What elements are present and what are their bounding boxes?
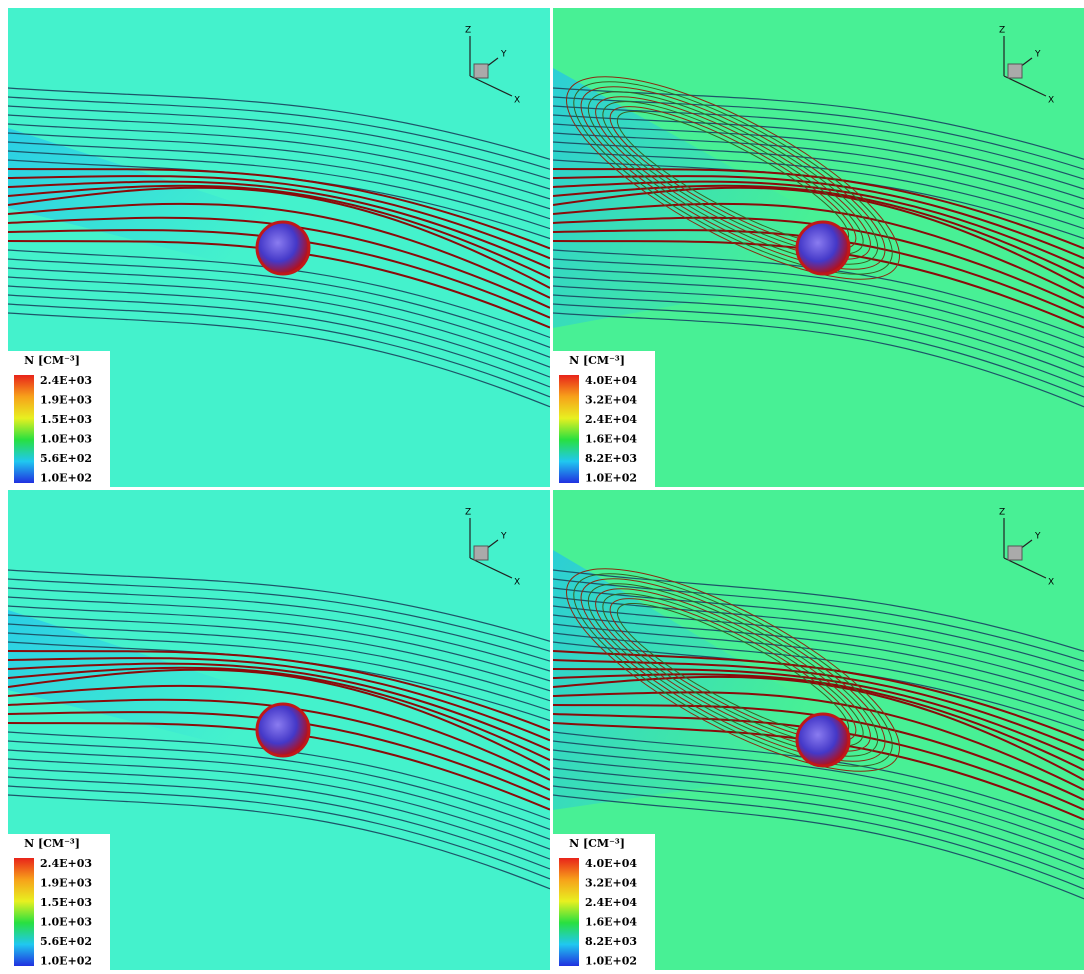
planet <box>797 714 849 766</box>
panel: Z Y X N [CM⁻³] 2.4E+03 1.9E+03 1.5E+03 1.0E+03 5… <box>8 8 550 487</box>
figure: Z Y X N [CM⁻³] 2.4E+03 1.9E+03 1.5E+03 1.0E+03 5… <box>0 0 1084 974</box>
legend-label: 1.9E+03 <box>40 394 92 407</box>
axis-z: Z <box>999 508 1005 518</box>
colorbar <box>559 375 579 483</box>
legend-label: 1.0E+03 <box>40 433 92 446</box>
panel: Z Y X N [CM⁻³] 4.0E+04 3.2E+04 2.4E+04 1.6E+04 8… <box>542 490 1084 970</box>
legend-label: 1.0E+02 <box>40 955 92 968</box>
triad-cube <box>474 546 488 560</box>
axis-y: Y <box>1034 532 1041 542</box>
legend-label: 2.4E+04 <box>585 413 637 426</box>
legend-label: 8.2E+03 <box>585 452 637 465</box>
planet <box>797 222 849 274</box>
triad-cube <box>474 64 488 78</box>
planet <box>257 222 309 274</box>
legend-label: 3.2E+04 <box>585 877 637 890</box>
axis-z: Z <box>465 26 471 36</box>
legend-label: 1.6E+04 <box>585 916 637 929</box>
axis-y: Y <box>500 532 507 542</box>
axis-y: Y <box>1034 50 1041 60</box>
colorbar <box>559 858 579 966</box>
legend-title: N [CM⁻³] <box>24 837 80 850</box>
colorbar <box>14 858 34 966</box>
legend-label: 5.6E+02 <box>40 452 92 465</box>
colorbar <box>14 375 34 483</box>
legend-label: 1.6E+04 <box>585 433 637 446</box>
legend-label: 1.0E+02 <box>585 472 637 485</box>
triad-cube <box>1008 64 1022 78</box>
legend-label: 3.2E+04 <box>585 394 637 407</box>
triad-cube <box>1008 546 1022 560</box>
legend-label: 1.5E+03 <box>40 896 92 909</box>
legend-title: N [CM⁻³] <box>569 837 625 850</box>
axis-z: Z <box>465 508 471 518</box>
legend-label: 2.4E+03 <box>40 374 92 387</box>
axis-z: Z <box>999 26 1005 36</box>
axis-x: X <box>514 96 520 106</box>
axis-x: X <box>1048 96 1054 106</box>
legend-label: 4.0E+04 <box>585 374 637 387</box>
legend-label: 1.0E+02 <box>40 472 92 485</box>
legend-label: 4.0E+04 <box>585 857 637 870</box>
legend-label: 2.4E+03 <box>40 857 92 870</box>
legend-title: N [CM⁻³] <box>569 354 625 367</box>
panel: Z Y X N [CM⁻³] 2.4E+03 1.9E+03 1.5E+03 1.0E+03 5… <box>8 490 550 970</box>
axis-y: Y <box>500 50 507 60</box>
legend-label: 5.6E+02 <box>40 935 92 948</box>
legend-title: N [CM⁻³] <box>24 354 80 367</box>
legend-label: 8.2E+03 <box>585 935 637 948</box>
legend-label: 2.4E+04 <box>585 896 637 909</box>
legend-label: 1.0E+03 <box>40 916 92 929</box>
legend-label: 1.9E+03 <box>40 877 92 890</box>
axis-x: X <box>1048 578 1054 588</box>
legend-label: 1.0E+02 <box>585 955 637 968</box>
axis-x: X <box>514 578 520 588</box>
legend-label: 1.5E+03 <box>40 413 92 426</box>
panel: Z Y X N [CM⁻³] 4.0E+04 3.2E+04 2.4E+04 1.6E+04 8… <box>542 8 1084 487</box>
planet <box>257 704 309 756</box>
